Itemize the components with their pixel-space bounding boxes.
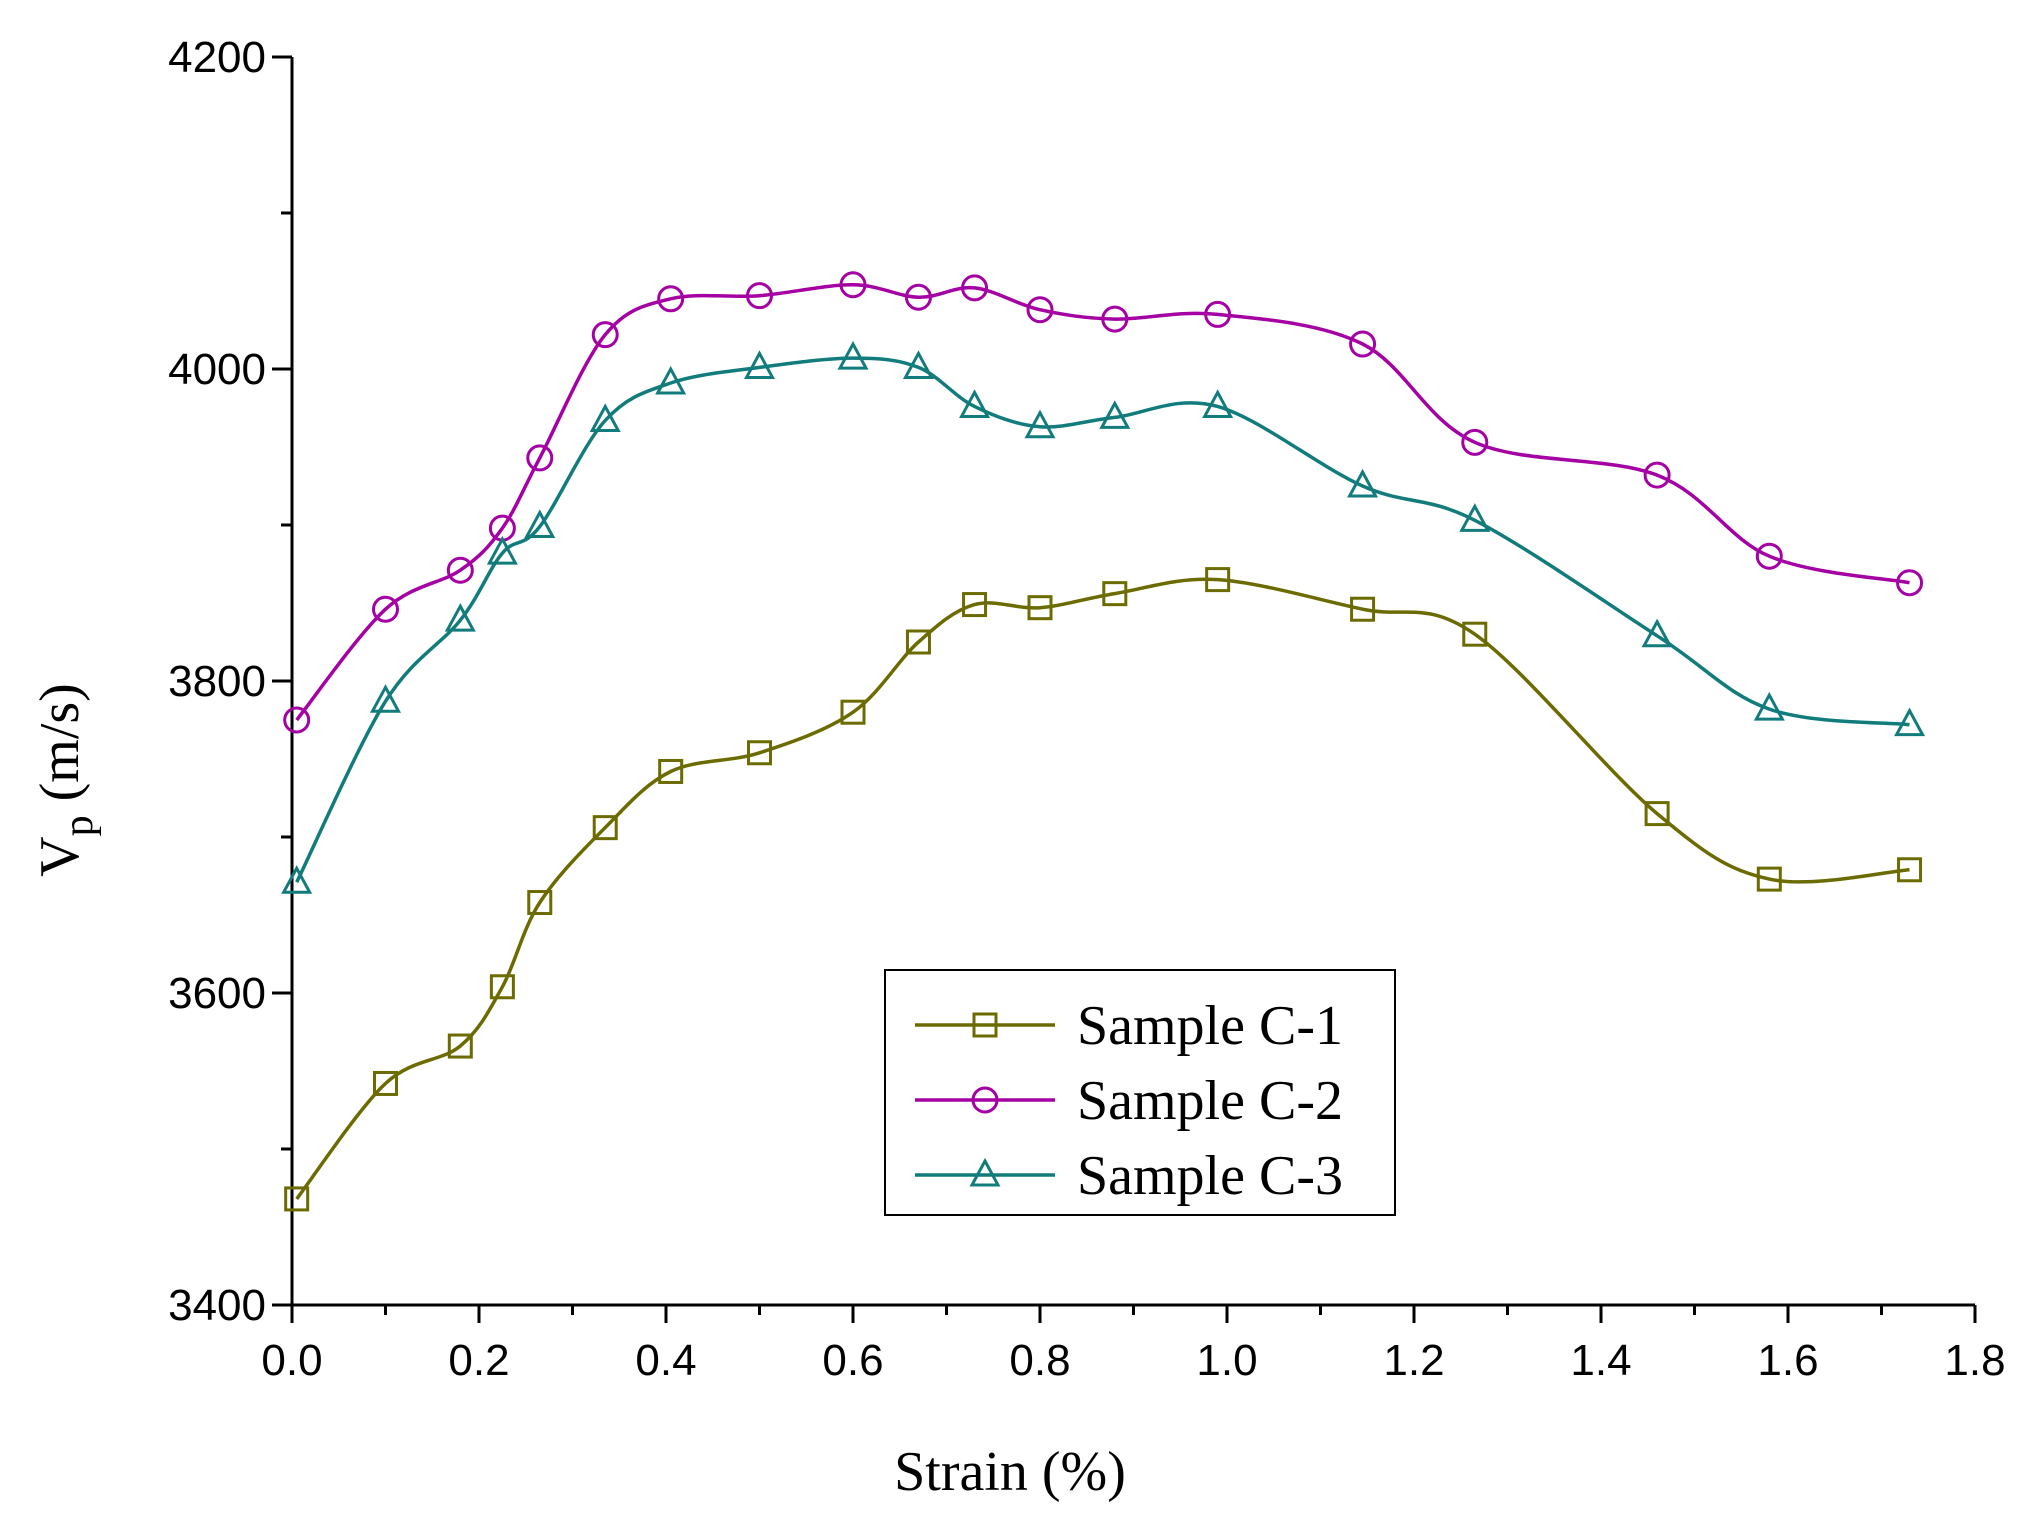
data-point xyxy=(444,603,476,632)
x-axis-title: Strain (%) xyxy=(894,1441,1126,1503)
data-point xyxy=(1027,595,1053,621)
data-point xyxy=(1756,866,1782,892)
data-point xyxy=(1894,707,1926,737)
y-tick-label: 3800 xyxy=(168,657,266,706)
data-point xyxy=(1462,621,1488,647)
y-axis-title-unit: (m/s) xyxy=(29,683,91,815)
data-point xyxy=(1644,801,1670,827)
data-point xyxy=(1753,691,1785,721)
legend-item: Sample C-1 xyxy=(915,995,1343,1057)
data-point xyxy=(746,282,773,310)
data-point xyxy=(959,389,991,418)
data-point xyxy=(905,629,931,655)
y-tick-label: 3600 xyxy=(168,969,266,1018)
x-tick-label: 1.8 xyxy=(1944,1336,2005,1385)
x-tick-label: 0.2 xyxy=(448,1336,509,1385)
data-point xyxy=(281,865,313,894)
x-tick-label: 0.6 xyxy=(822,1336,883,1385)
series-layer xyxy=(281,271,1926,1212)
data-point xyxy=(904,283,932,311)
y-tick-label: 4200 xyxy=(168,33,266,82)
legend-item: Sample C-3 xyxy=(915,1145,1343,1207)
data-point xyxy=(1459,503,1491,532)
data-point xyxy=(527,890,553,916)
x-tick-label: 1.4 xyxy=(1570,1336,1631,1385)
axes: 0.0 0.2 0.4 0.6 0.8 1.0 1.2 1.4 1.6 1.8 3400 3600 38… xyxy=(168,33,2005,1385)
y-tick-label: 3400 xyxy=(168,1281,266,1330)
data-point xyxy=(373,1070,398,1096)
data-point xyxy=(592,815,618,841)
data-point xyxy=(657,285,685,313)
data-point xyxy=(1349,330,1377,358)
data-point xyxy=(1101,305,1129,333)
data-point xyxy=(489,974,515,1000)
data-point xyxy=(283,706,311,734)
data-point xyxy=(591,321,619,349)
data-point xyxy=(284,1186,310,1212)
data-point xyxy=(1102,581,1128,607)
data-point xyxy=(840,699,866,725)
data-point xyxy=(486,535,518,565)
y-axis-title: Vp (m/s) xyxy=(29,683,102,877)
data-point xyxy=(837,340,869,370)
data-point xyxy=(655,365,687,395)
data-point xyxy=(961,274,989,302)
series-sample-c-2 xyxy=(283,271,1924,734)
data-point xyxy=(526,444,554,472)
x-tick-label: 0.0 xyxy=(261,1336,322,1385)
data-point xyxy=(524,509,556,539)
data-point xyxy=(372,595,399,623)
legend-marker xyxy=(972,1012,998,1038)
data-point xyxy=(743,350,776,379)
data-point xyxy=(446,556,474,584)
legend: Sample C-1 Sample C-2 Sample C-3 xyxy=(884,969,1396,1216)
data-point xyxy=(1350,596,1376,622)
data-point xyxy=(1897,857,1923,883)
data-point xyxy=(1896,569,1924,597)
x-tick-label: 1.2 xyxy=(1383,1336,1444,1385)
legend-item: Sample C-2 xyxy=(915,1070,1343,1132)
y-axis-title-sub: p xyxy=(56,815,102,836)
x-tick-label: 0.8 xyxy=(1009,1336,1070,1385)
svg-text:Vp (m/s): Vp (m/s) xyxy=(29,683,102,877)
data-point xyxy=(1026,296,1054,324)
x-tick-label: 0.4 xyxy=(635,1336,696,1385)
x-tick-label: 1.0 xyxy=(1196,1336,1257,1385)
series-line xyxy=(295,283,1910,722)
data-point xyxy=(1347,468,1379,498)
data-point xyxy=(589,403,621,432)
legend-label: Sample C-3 xyxy=(1077,1145,1343,1207)
legend-marker xyxy=(969,1157,1001,1187)
data-point xyxy=(902,350,934,379)
data-point xyxy=(1099,400,1131,429)
series-line xyxy=(295,577,1910,1200)
legend-label: Sample C-2 xyxy=(1077,1070,1343,1132)
data-point xyxy=(1205,567,1231,593)
data-point xyxy=(962,592,988,618)
data-point xyxy=(658,758,684,784)
x-tick-label: 1.6 xyxy=(1757,1336,1818,1385)
data-point xyxy=(369,684,402,713)
y-tick-label: 4000 xyxy=(168,345,266,394)
legend-marker xyxy=(971,1086,999,1114)
data-point xyxy=(1641,618,1673,648)
data-point xyxy=(747,740,772,766)
data-point xyxy=(1024,409,1056,439)
data-point xyxy=(1643,461,1671,489)
data-point xyxy=(447,1033,473,1059)
series-sample-c-1 xyxy=(284,567,1923,1212)
data-point xyxy=(1204,300,1232,328)
data-point xyxy=(1461,428,1489,456)
legend-label: Sample C-1 xyxy=(1077,995,1343,1057)
y-axis-title-main: V xyxy=(29,836,91,876)
data-point xyxy=(1755,542,1783,570)
series-sample-c-3 xyxy=(281,340,1926,894)
data-point xyxy=(839,271,867,299)
data-point xyxy=(1202,389,1234,418)
